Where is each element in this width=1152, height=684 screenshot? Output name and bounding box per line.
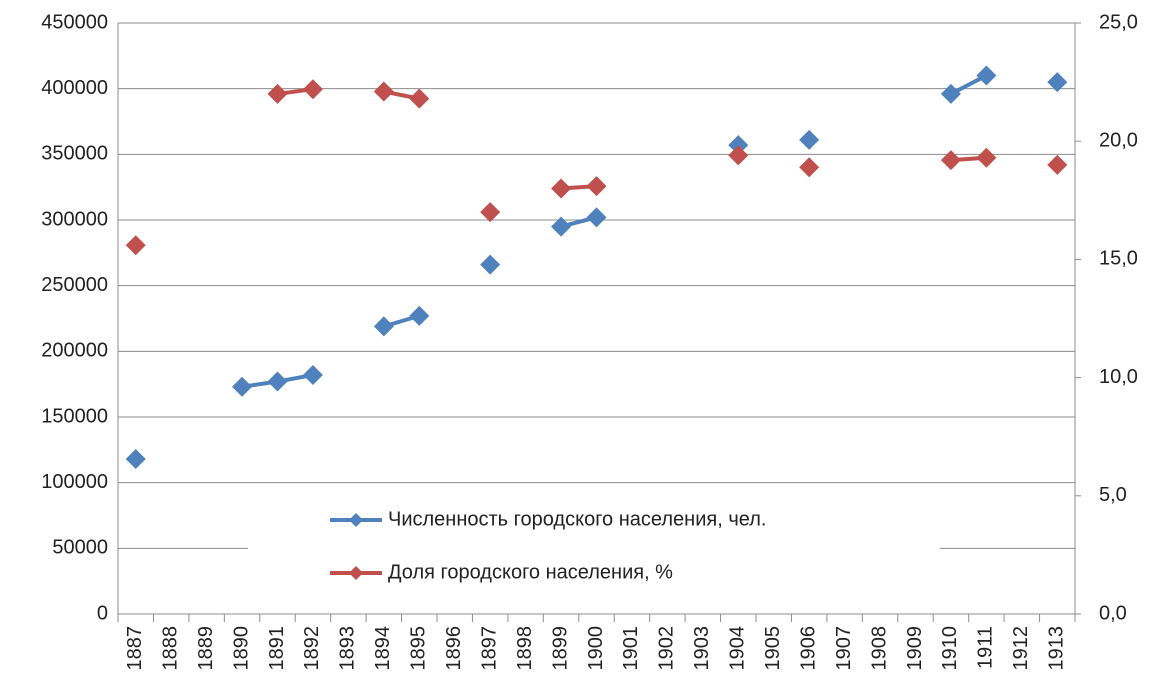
marker [1047,72,1068,93]
x-tick-label: 1890 [230,626,252,671]
x-tick-label: 1892 [301,626,323,671]
legend-label: Численность городского населения, чел. [388,508,766,530]
x-tick-label: 1912 [1010,626,1032,671]
y2-tick-label: 5,0 [1099,484,1127,506]
x-tick-label: 1900 [585,626,607,671]
y-tick-label: 50000 [52,537,108,559]
y-tick-label: 350000 [41,143,108,165]
y2-tick-label: 0,0 [1099,602,1127,624]
x-tick-label: 1896 [443,626,465,671]
marker [586,207,607,228]
marker [799,157,820,178]
marker [373,81,394,102]
legend-marker [349,513,363,527]
y-tick-label: 250000 [41,274,108,296]
x-tick-label: 1903 [691,626,713,671]
y-tick-label: 450000 [41,11,108,33]
marker [373,316,394,337]
marker [551,216,572,237]
x-tick-label: 1905 [762,626,784,671]
marker [409,305,430,326]
marker [480,254,501,275]
marker [232,376,253,397]
series-line [242,76,1057,387]
marker [125,449,146,470]
x-tick-label: 1891 [266,626,288,671]
x-tick-label: 1899 [549,626,571,671]
marker [976,65,997,86]
marker [551,178,572,199]
marker [586,176,607,197]
marker [267,83,288,104]
y-tick-label: 150000 [41,405,108,427]
marker [409,88,430,109]
x-tick-label: 1902 [656,626,678,671]
x-tick-label: 1913 [1046,626,1068,671]
x-tick-label: 1889 [195,626,217,671]
marker [799,129,820,150]
y2-tick-label: 25,0 [1099,11,1138,33]
y-tick-label: 0 [97,602,108,624]
marker [125,235,146,256]
y2-tick-label: 15,0 [1099,248,1138,270]
x-tick-label: 1887 [124,626,146,671]
x-tick-label: 1894 [372,626,394,671]
x-tick-label: 1906 [797,626,819,671]
x-tick-label: 1898 [514,626,536,671]
marker [480,202,501,223]
marker [302,79,323,100]
x-tick-label: 1897 [478,626,500,671]
y-tick-label: 100000 [41,471,108,493]
marker [940,150,961,171]
x-tick-label: 1909 [904,626,926,671]
x-tick-label: 1901 [620,626,642,671]
series-line [278,89,1058,188]
y-tick-label: 400000 [41,77,108,99]
legend-label: Доля городского населения, % [388,561,673,583]
x-tick-label: 1908 [868,626,890,671]
marker [267,371,288,392]
x-tick-label: 1888 [159,626,181,671]
marker [728,145,749,166]
x-tick-label: 1893 [337,626,359,671]
y-tick-label: 200000 [41,340,108,362]
x-tick-label: 1910 [939,626,961,671]
marker [1047,154,1068,175]
marker [976,147,997,168]
marker [728,135,749,156]
x-tick-label: 1895 [408,626,430,671]
legend-marker [349,566,363,580]
marker [302,364,323,385]
x-tick-label: 1907 [833,626,855,671]
y2-tick-label: 10,0 [1099,366,1138,388]
y2-tick-label: 20,0 [1099,129,1138,151]
x-tick-label: 1904 [727,626,749,671]
marker [940,83,961,104]
x-tick-label: 1911 [975,626,997,669]
legend-background [248,488,940,600]
y-tick-label: 300000 [41,208,108,230]
